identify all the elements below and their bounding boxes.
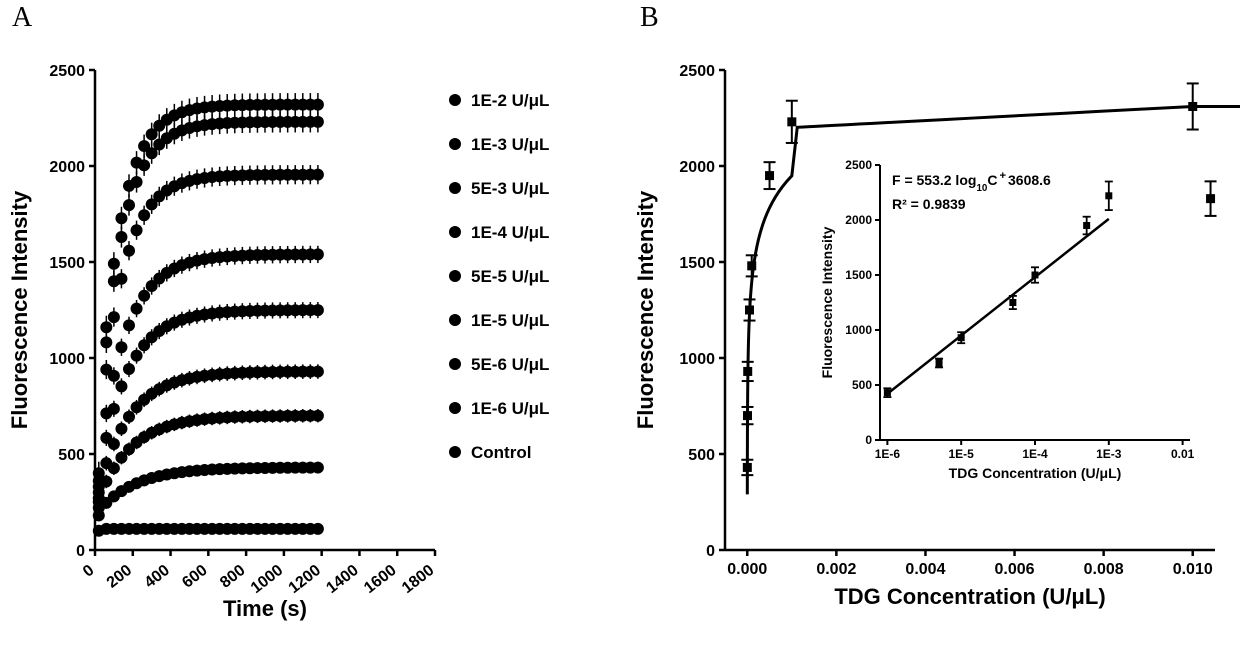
svg-text:5E-5 U/μL: 5E-5 U/μL [471, 267, 549, 286]
svg-text:2500: 2500 [49, 63, 85, 80]
svg-text:1E-2 U/μL: 1E-2 U/μL [471, 91, 549, 110]
svg-text:1600: 1600 [361, 562, 400, 597]
svg-text:Control: Control [471, 443, 531, 462]
figure-container: A B 050010001500200025000200400600800100… [0, 0, 1240, 657]
panel-b-chart: 0 500 1000 1500 2000 2500 0.000 0.002 0.004 0.006… [620, 50, 1240, 650]
svg-text:Fluorescence Intensity: Fluorescence Intensity [7, 190, 32, 429]
svg-text:TDG Concentration (U/μL): TDG Concentration (U/μL) [949, 465, 1122, 481]
svg-text:1E-5: 1E-5 [949, 447, 975, 461]
svg-text:0.006: 0.006 [995, 561, 1035, 578]
svg-text:1800: 1800 [399, 562, 438, 597]
svg-text:0.008: 0.008 [1084, 561, 1124, 578]
svg-text:1E-4: 1E-4 [1022, 447, 1048, 461]
svg-text:2000: 2000 [845, 213, 872, 227]
panel-a-chart: 0500100015002000250002004006008001000120… [0, 50, 620, 650]
svg-text:Time (s): Time (s) [223, 596, 307, 621]
svg-text:0.004: 0.004 [905, 561, 945, 578]
svg-text:0: 0 [865, 433, 872, 447]
svg-text:2000: 2000 [49, 159, 85, 176]
panel-b-label: B [640, 2, 659, 34]
svg-text:0: 0 [80, 562, 98, 581]
svg-text:200: 200 [104, 562, 136, 592]
svg-text:1500: 1500 [679, 255, 715, 272]
svg-text:0: 0 [706, 543, 715, 560]
svg-text:500: 500 [688, 447, 715, 464]
svg-text:0.002: 0.002 [816, 561, 856, 578]
svg-text:5E-6 U/μL: 5E-6 U/μL [471, 355, 549, 374]
svg-text:2500: 2500 [845, 158, 872, 172]
panel-a-label: A [12, 2, 32, 34]
svg-text:1000: 1000 [248, 562, 287, 597]
svg-text:0: 0 [76, 543, 85, 560]
svg-text:1000: 1000 [49, 351, 85, 368]
svg-text:500: 500 [58, 447, 85, 464]
svg-text:Fluorescence Intensity: Fluorescence Intensity [819, 226, 835, 378]
svg-text:1E-6: 1E-6 [875, 447, 901, 461]
svg-text:5E-3 U/μL: 5E-3 U/μL [471, 179, 549, 198]
svg-text:1E-4 U/μL: 1E-4 U/μL [471, 223, 549, 242]
svg-text:1500: 1500 [49, 255, 85, 272]
svg-text:800: 800 [217, 562, 249, 592]
svg-text:1000: 1000 [845, 323, 872, 337]
svg-text:2500: 2500 [679, 63, 715, 80]
svg-text:0.01: 0.01 [1171, 447, 1195, 461]
svg-text:1500: 1500 [845, 268, 872, 282]
svg-text:0.000: 0.000 [727, 561, 767, 578]
svg-text:0.010: 0.010 [1173, 561, 1213, 578]
svg-text:TDG Concentration (U/μL): TDG Concentration (U/μL) [834, 584, 1105, 609]
svg-text:Fluorescence Intensity: Fluorescence Intensity [633, 190, 658, 429]
svg-text:F = 553.2 log10C+3608.6: F = 553.2 log10C+3608.6 [892, 170, 1051, 194]
svg-text:R² = 0.9839: R² = 0.9839 [892, 196, 966, 212]
svg-text:500: 500 [852, 378, 872, 392]
svg-text:1E-3 U/μL: 1E-3 U/μL [471, 135, 549, 154]
svg-text:2000: 2000 [679, 159, 715, 176]
svg-text:400: 400 [142, 562, 174, 592]
svg-text:1400: 1400 [323, 562, 362, 597]
svg-text:1E-5 U/μL: 1E-5 U/μL [471, 311, 549, 330]
svg-text:1000: 1000 [679, 351, 715, 368]
svg-text:600: 600 [179, 562, 211, 592]
svg-text:1E-6 U/μL: 1E-6 U/μL [471, 399, 549, 418]
svg-text:1200: 1200 [286, 562, 325, 597]
svg-text:1E-3: 1E-3 [1096, 447, 1122, 461]
